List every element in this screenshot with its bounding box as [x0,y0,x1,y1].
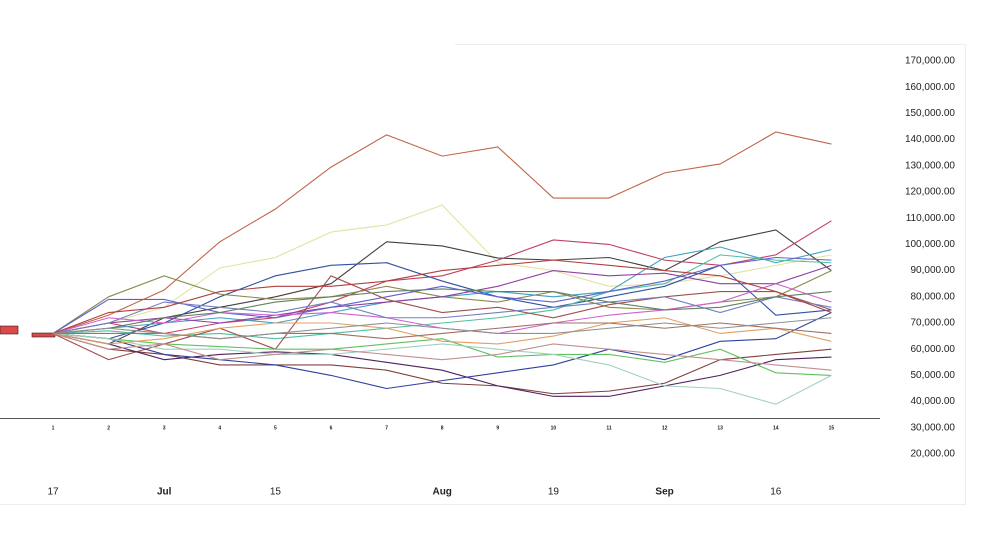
x-tick-label: 1 [52,425,55,431]
y-tick-label: 120,000.00 [905,187,955,198]
series-line [52,332,832,397]
history-bar [31,332,56,338]
y-tick-label: 170,000.00 [905,56,955,67]
x-tick-label: 6 [330,425,333,431]
date-label: 16 [770,487,782,498]
series-line [52,131,832,335]
x-tick-label: 14 [773,425,779,431]
series-line [52,332,832,371]
history-bar [0,325,19,335]
series-line [52,275,832,361]
series-line [52,204,832,335]
series-line [52,262,832,340]
y-tick-label: 110,000.00 [906,213,956,224]
date-label: Jul [157,487,172,498]
x-tick-label: 13 [717,425,723,431]
y-tick-label: 140,000.00 [905,134,955,145]
y-tick-label: 130,000.00 [905,160,955,171]
series-line [52,312,832,390]
x-tick-label: 3 [163,425,166,431]
date-label: Sep [655,487,673,498]
x-tick-label: 15 [829,425,835,431]
series-line [52,296,832,335]
date-label: 19 [548,487,560,498]
y-tick-label: 80,000.00 [911,291,956,302]
series-line [52,332,832,376]
series-line [52,259,832,334]
x-tick-label: 12 [662,425,668,431]
y-tick-label: 20,000.00 [911,449,956,460]
x-tick-label: 5 [274,425,277,431]
x-tick-label: 8 [441,425,444,431]
series-line [52,283,832,335]
y-tick-label: 100,000.00 [905,239,955,250]
series-line [52,229,832,345]
series-line [52,288,832,335]
x-tick-label: 2 [107,425,110,431]
series-line [52,317,832,340]
series-line [52,220,832,335]
date-label: Aug [432,487,451,498]
y-tick-label: 90,000.00 [911,265,956,276]
y-tick-label: 30,000.00 [911,422,956,433]
date-label: 15 [270,487,282,498]
date-label: 17 [47,487,59,498]
x-tick-label: 4 [218,425,221,431]
x-tick-label: 10 [551,425,557,431]
y-tick-label: 60,000.00 [911,344,956,355]
y-tick-label: 70,000.00 [911,318,956,329]
x-tick-label: 7 [385,425,388,431]
y-tick-label: 150,000.00 [905,108,955,119]
y-tick-label: 40,000.00 [911,396,956,407]
y-tick-label: 160,000.00 [905,82,955,93]
x-tick-label: 9 [496,425,499,431]
y-tick-label: 50,000.00 [911,370,956,381]
x-tick-label: 11 [606,425,612,431]
